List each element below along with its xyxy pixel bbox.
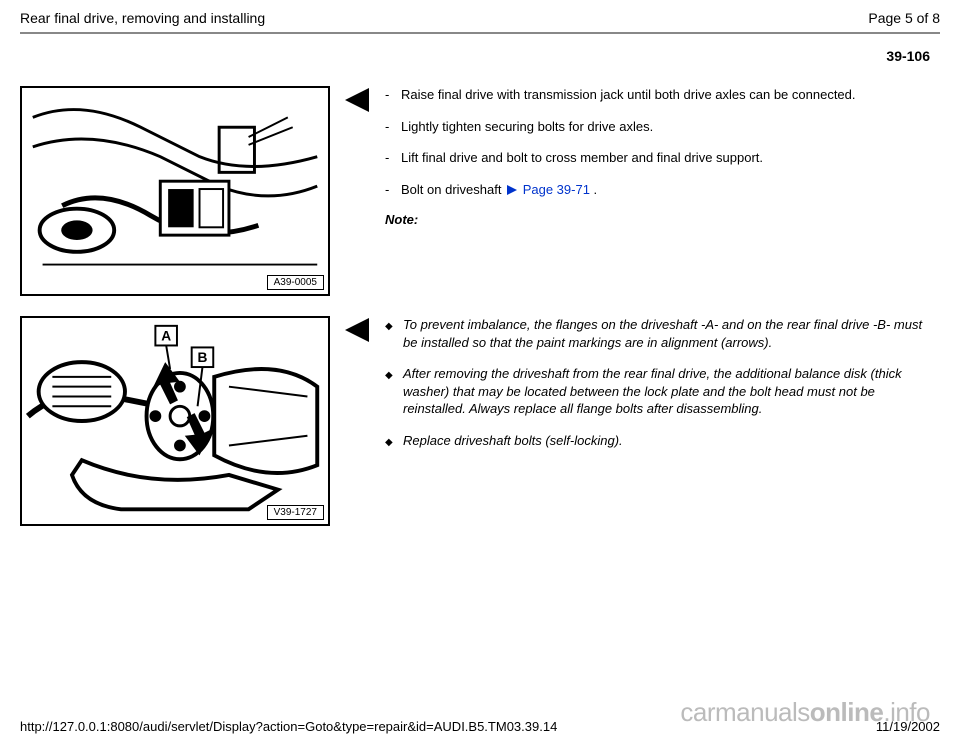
header-separator [20, 32, 940, 34]
page-footer: http://127.0.0.1:8080/audi/servlet/Displ… [20, 719, 940, 734]
note-text: Replace driveshaft bolts (self-locking). [403, 432, 930, 450]
svg-text:A: A [161, 329, 171, 344]
instruction-text: Bolt on driveshaft Page 39-71 . [401, 181, 930, 199]
note-label: Note: [385, 212, 930, 227]
figure-2: A B V39-1727 [20, 316, 330, 526]
content-block-2: A B V39-1727 To prevent imbalance, the f… [20, 316, 940, 526]
instruction-text: Raise final drive with transmission jack… [401, 86, 930, 104]
section-2-text: To prevent imbalance, the flanges on the… [385, 316, 940, 526]
figure-1: A39-0005 [20, 86, 330, 296]
bullet-icon [385, 432, 403, 450]
footer-url: http://127.0.0.1:8080/audi/servlet/Displ… [20, 719, 557, 734]
page-header: Rear final drive, removing and installin… [20, 10, 940, 26]
bullet-icon [385, 316, 403, 351]
instruction-text: Lift final drive and bolt to cross membe… [401, 149, 930, 167]
instruction-post: . [590, 182, 597, 197]
note-text: After removing the driveshaft from the r… [403, 365, 930, 418]
pointer-icon [345, 88, 369, 112]
section-1-text: -Raise final drive with transmission jac… [385, 86, 940, 296]
link-arrow-icon [507, 185, 517, 195]
bullet-icon [385, 365, 403, 418]
instruction-text: Lightly tighten securing bolts for drive… [401, 118, 930, 136]
content-block-1: A39-0005 -Raise final drive with transmi… [20, 86, 940, 296]
pointer-icon [345, 318, 369, 342]
figure-1-caption: A39-0005 [267, 275, 324, 290]
header-title: Rear final drive, removing and installin… [20, 10, 265, 26]
page-number: 39-106 [20, 48, 940, 64]
page-link[interactable]: Page 39-71 [523, 182, 590, 197]
svg-text:B: B [198, 350, 208, 365]
instruction-pre: Bolt on driveshaft [401, 182, 501, 197]
note-text: To prevent imbalance, the flanges on the… [403, 316, 930, 351]
header-page: Page 5 of 8 [868, 10, 940, 26]
footer-date: 11/19/2002 [876, 719, 940, 734]
figure-2-caption: V39-1727 [267, 505, 324, 520]
